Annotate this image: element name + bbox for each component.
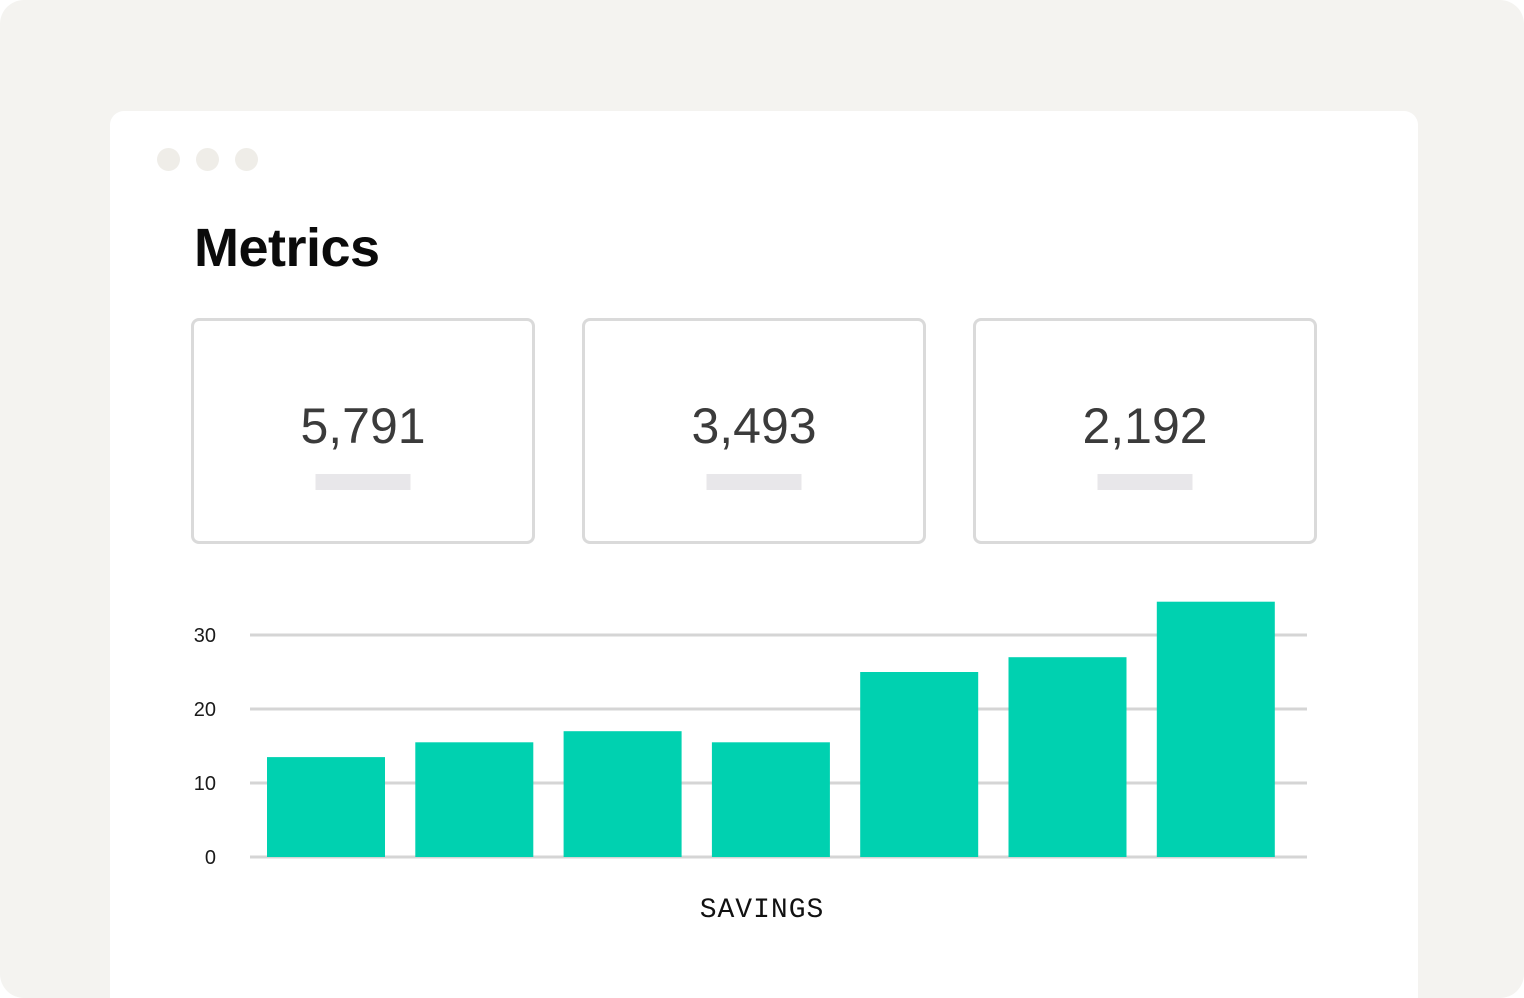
- window-control-dot[interactable]: [196, 148, 219, 171]
- bar: [563, 731, 682, 857]
- metric-label-placeholder: [315, 474, 411, 490]
- metric-card: 5,791: [191, 318, 535, 544]
- metric-label-placeholder: [1097, 474, 1193, 490]
- metric-value: 2,192: [1082, 398, 1208, 454]
- savings-bar-chart: 0 10 20 30 SAVINGS: [194, 601, 1307, 926]
- y-tick-label: 0: [205, 847, 216, 869]
- metric-value: 5,791: [300, 398, 426, 454]
- bar: [415, 742, 534, 857]
- bar: [860, 672, 979, 857]
- y-tick-label: 30: [194, 625, 216, 647]
- bar: [1156, 601, 1275, 857]
- bar: [267, 757, 385, 857]
- window-control-dot[interactable]: [235, 148, 258, 171]
- y-tick-label: 20: [194, 699, 216, 721]
- bar: [1008, 657, 1127, 857]
- window-control-dot[interactable]: [157, 148, 180, 171]
- bar: [711, 742, 830, 857]
- metric-label-placeholder: [706, 474, 802, 490]
- metric-value: 3,493: [691, 398, 817, 454]
- x-axis-label: SAVINGS: [700, 895, 825, 926]
- metric-card: 2,192: [973, 318, 1317, 544]
- window-controls: [157, 148, 258, 171]
- page-title: Metrics: [194, 218, 380, 278]
- y-tick-label: 10: [194, 773, 216, 795]
- metrics-window: Metrics 5,791 3,493 2,192 0 10 20 30 SAVINGS: [110, 111, 1418, 998]
- metric-card: 3,493: [582, 318, 926, 544]
